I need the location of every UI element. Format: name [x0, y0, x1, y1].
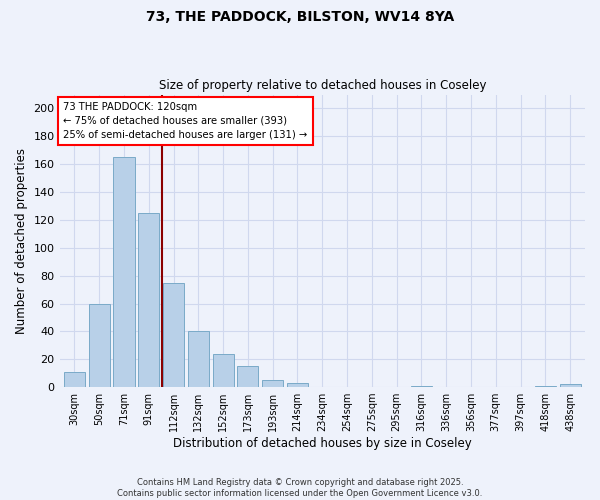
Bar: [560, 384, 581, 387]
X-axis label: Distribution of detached houses by size in Coseley: Distribution of detached houses by size …: [173, 437, 472, 450]
Bar: [113, 157, 134, 387]
Bar: [138, 213, 160, 387]
Bar: [89, 304, 110, 387]
Title: Size of property relative to detached houses in Coseley: Size of property relative to detached ho…: [158, 79, 486, 92]
Bar: [238, 366, 259, 387]
Bar: [212, 354, 233, 387]
Bar: [188, 332, 209, 387]
Bar: [535, 386, 556, 387]
Bar: [64, 372, 85, 387]
Bar: [262, 380, 283, 387]
Bar: [411, 386, 432, 387]
Text: 73 THE PADDOCK: 120sqm
← 75% of detached houses are smaller (393)
25% of semi-de: 73 THE PADDOCK: 120sqm ← 75% of detached…: [63, 102, 308, 140]
Y-axis label: Number of detached properties: Number of detached properties: [15, 148, 28, 334]
Text: Contains HM Land Registry data © Crown copyright and database right 2025.
Contai: Contains HM Land Registry data © Crown c…: [118, 478, 482, 498]
Bar: [287, 383, 308, 387]
Bar: [163, 282, 184, 387]
Text: 73, THE PADDOCK, BILSTON, WV14 8YA: 73, THE PADDOCK, BILSTON, WV14 8YA: [146, 10, 454, 24]
